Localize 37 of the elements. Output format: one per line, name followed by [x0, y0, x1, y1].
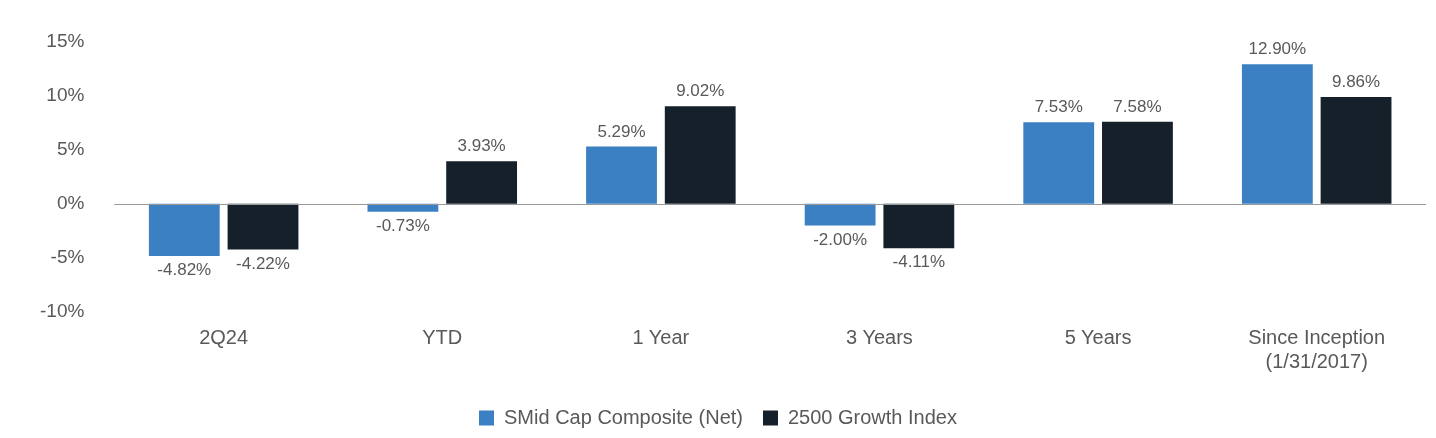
data-label: -2.00%: [813, 229, 868, 249]
y-tick-label: 0%: [56, 191, 85, 213]
bar: [586, 146, 657, 204]
y-tick-label: 10%: [46, 83, 85, 105]
legend-label: SMid Cap Composite (Net): [504, 405, 743, 428]
data-label: -4.11%: [892, 252, 946, 272]
x-tick-label: Since Inception (1/31/2017): [1248, 325, 1386, 372]
x-tick-label: 1 Year: [632, 325, 690, 348]
data-label: 3.93%: [457, 136, 506, 156]
data-label: 12.90%: [1248, 39, 1307, 59]
y-tick-label: 5%: [56, 137, 85, 159]
bar: [227, 203, 299, 250]
data-label: -4.22%: [236, 253, 290, 273]
x-tick-label: 5 Years: [1064, 325, 1132, 348]
bar: [1023, 122, 1095, 204]
bar: [883, 203, 955, 249]
x-tick-label: YTD: [422, 325, 463, 348]
data-label: -4.82%: [157, 260, 212, 280]
bar: [804, 203, 876, 226]
y-tick-label: 15%: [46, 29, 85, 51]
data-label: 5.29%: [597, 121, 646, 141]
x-tick-label: 2Q24: [199, 325, 249, 348]
bar: [1241, 64, 1313, 204]
bar: [1102, 121, 1173, 204]
bar: [1320, 97, 1392, 204]
x-tick-label: 3 Years: [846, 325, 913, 348]
data-label: 7.53%: [1034, 97, 1083, 117]
y-tick-label: -5%: [50, 246, 85, 268]
data-label: 7.58%: [1113, 96, 1162, 116]
bar: [148, 203, 220, 256]
bar: [664, 106, 736, 204]
data-label: 9.02%: [676, 81, 725, 101]
data-label: -0.73%: [375, 215, 430, 235]
bar: [446, 161, 518, 204]
data-label: 9.86%: [1331, 72, 1381, 92]
legend-label: 2500 Growth Index: [787, 405, 957, 428]
y-tick-label: -10%: [40, 300, 85, 322]
